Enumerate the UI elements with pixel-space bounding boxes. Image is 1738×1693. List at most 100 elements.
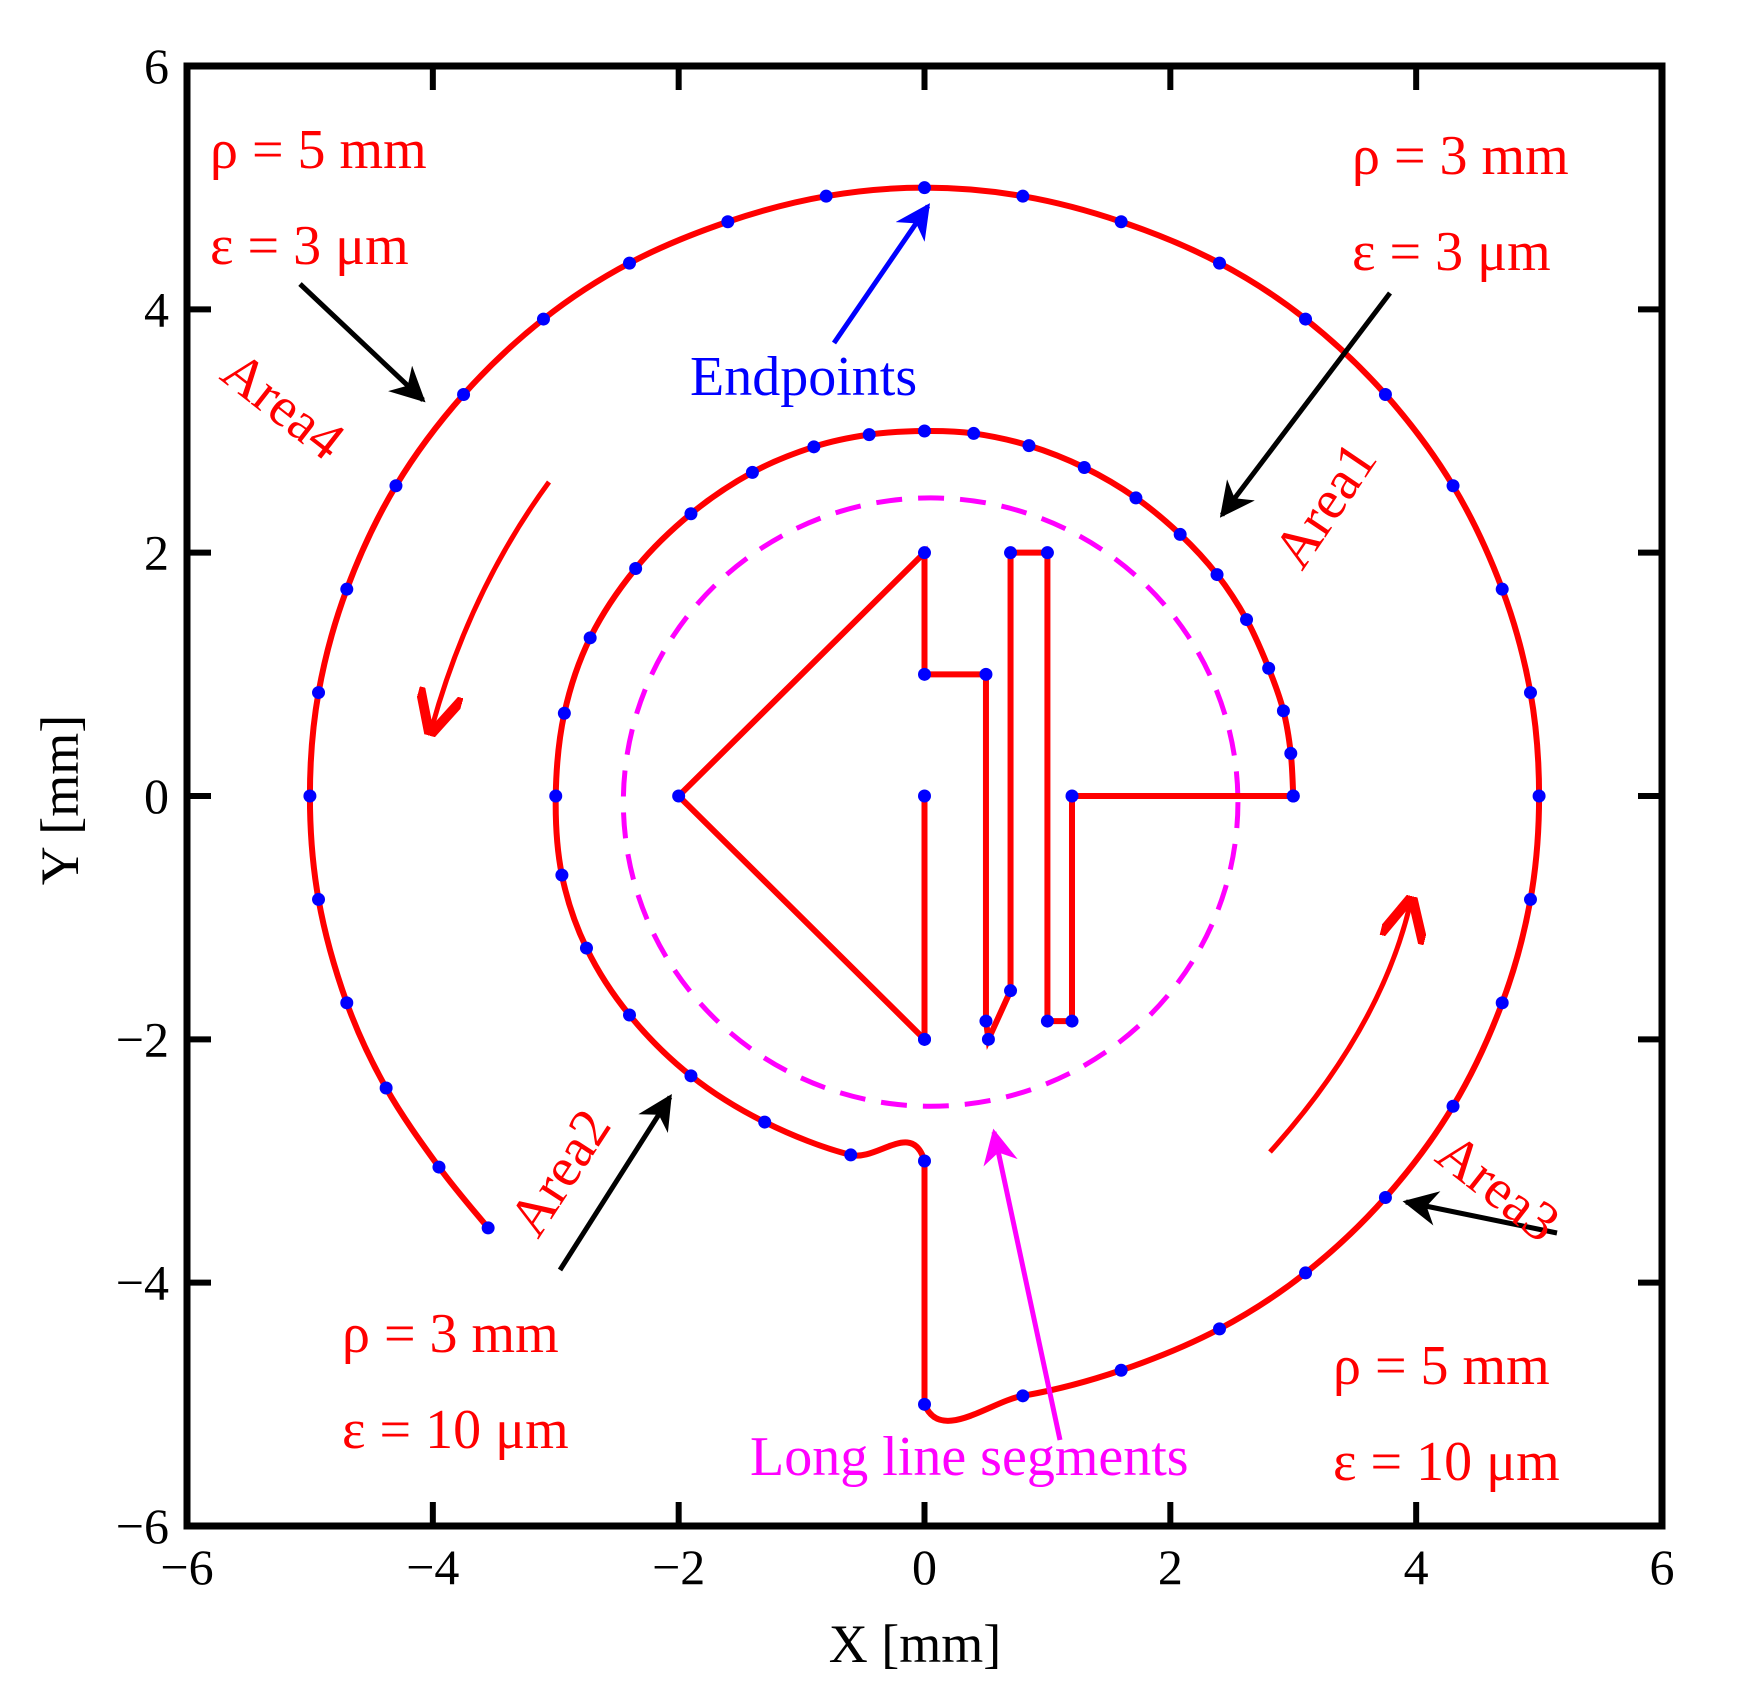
- area4-pointer-arrow: [298, 282, 426, 403]
- endpoint-marker: [1284, 746, 1298, 760]
- x-tick-label: 0: [912, 1539, 937, 1595]
- endpoint-marker: [981, 1032, 995, 1046]
- long-segments-label: Long line segments: [750, 1426, 1189, 1488]
- endpoint-marker: [432, 1160, 446, 1174]
- endpoint-marker: [672, 789, 686, 803]
- area1-label: Area1: [1261, 431, 1389, 579]
- endpoint-marker: [583, 631, 597, 645]
- area1-rho-label: ρ = 3 mm: [1352, 125, 1569, 187]
- endpoint-marker: [1299, 312, 1313, 326]
- endpoint-marker: [819, 189, 833, 203]
- long-segments-circle: [620, 495, 1241, 1109]
- endpoint-marker: [1065, 789, 1079, 803]
- endpoint-marker: [1262, 661, 1276, 675]
- endpoint-marker: [1004, 546, 1018, 560]
- endpoints-pointer-arrow: [831, 203, 931, 345]
- y-tick-label: 6: [144, 38, 169, 94]
- endpoint-marker: [1495, 582, 1509, 596]
- area3-pointer-arrow: [1402, 1191, 1558, 1236]
- endpoint-marker: [979, 1014, 993, 1028]
- endpoint-marker: [758, 1115, 772, 1129]
- endpoint-marker: [1213, 1322, 1226, 1336]
- endpoint-marker: [684, 507, 698, 521]
- endpoint-marker: [481, 1221, 495, 1235]
- endpoint-marker: [549, 789, 563, 803]
- endpoint-marker: [918, 1032, 931, 1046]
- endpoint-marker: [1114, 215, 1128, 229]
- area4-eps-label: ε = 3 μm: [210, 215, 409, 277]
- y-tick-label: 2: [144, 525, 169, 581]
- x-tick-label: −6: [160, 1539, 213, 1595]
- x-axis-label: X [mm]: [829, 1614, 1001, 1674]
- long-segments-pointer-arrow: [983, 1128, 1063, 1441]
- endpoint-marker: [623, 256, 636, 270]
- area3-eps-label: ε = 10 μm: [1333, 1431, 1560, 1493]
- endpoint-marker: [623, 1008, 636, 1022]
- endpoint-marker: [1173, 527, 1187, 541]
- endpoint-marker: [379, 1081, 393, 1095]
- area4-label: Area4: [210, 339, 356, 472]
- endpoint-marker: [745, 465, 759, 479]
- endpoint-marker: [1210, 568, 1224, 582]
- endpoint-marker: [1286, 789, 1300, 803]
- endpoint-marker: [312, 892, 326, 906]
- endpoint-marker: [862, 428, 876, 442]
- endpoint-marker: [1077, 461, 1091, 474]
- endpoint-marker: [1065, 1014, 1079, 1028]
- endpoint-marker: [1004, 984, 1018, 998]
- endpoint-marker: [1040, 546, 1054, 560]
- endpoint-marker: [918, 1397, 931, 1411]
- endpoint-marker: [1276, 704, 1290, 718]
- endpoint-marker: [1378, 388, 1392, 401]
- endpoint-marker: [457, 388, 471, 401]
- endpoint-marker: [340, 996, 354, 1010]
- y-tick-label: 0: [144, 768, 169, 824]
- endpoint-marker: [1240, 613, 1254, 627]
- endpoint-marker: [1446, 479, 1460, 493]
- endpoint-marker: [340, 582, 354, 596]
- endpoint-marker: [1532, 789, 1546, 803]
- endpoint-marker: [918, 1154, 931, 1168]
- endpoint-marker: [918, 181, 931, 195]
- y-tick-label: −2: [116, 1011, 169, 1067]
- y-tick-label: −6: [116, 1498, 169, 1554]
- endpoint-marker: [1446, 1099, 1460, 1113]
- direction-arrow-right: [1268, 905, 1410, 1154]
- direction-arrow-left: [432, 480, 552, 727]
- endpoint-marker: [807, 440, 821, 454]
- area4-rho-label: ρ = 5 mm: [210, 119, 427, 181]
- endpoint-marker: [918, 789, 931, 803]
- endpoint-marker: [1378, 1191, 1392, 1204]
- endpoint-marker: [1114, 1363, 1128, 1377]
- endpoint-marker: [579, 941, 593, 955]
- area3-label: Area3: [1425, 1121, 1571, 1254]
- area2-eps-label: ε = 10 μm: [342, 1399, 569, 1461]
- endpoint-marker: [1523, 686, 1537, 700]
- endpoint-marker: [389, 479, 403, 493]
- endpoint-marker: [312, 686, 326, 700]
- x-tick-label: −2: [652, 1539, 705, 1595]
- x-tick-label: 6: [1650, 1539, 1675, 1595]
- area1-eps-label: ε = 3 μm: [1352, 221, 1551, 283]
- x-tick-label: −4: [406, 1539, 459, 1595]
- endpoint-marker: [1022, 439, 1036, 453]
- endpoint-marker: [979, 667, 993, 681]
- endpoint-marker: [1495, 996, 1509, 1010]
- area2-pointer-arrow: [557, 1094, 673, 1272]
- endpoint-marker: [967, 426, 981, 440]
- endpoints-label: Endpoints: [690, 346, 917, 408]
- y-axis-label: Y [mm]: [30, 715, 90, 885]
- endpoint-marker: [721, 215, 735, 229]
- x-tick-label: 4: [1404, 1539, 1429, 1595]
- endpoint-marker: [844, 1148, 858, 1162]
- inner-tool-path: [674, 545, 1294, 1051]
- endpoint-marker: [1040, 1014, 1054, 1028]
- endpoint-marker: [1129, 491, 1143, 505]
- x-tick-label: 2: [1158, 1539, 1183, 1595]
- area3-rho-label: ρ = 5 mm: [1333, 1335, 1550, 1397]
- endpoint-marker: [629, 561, 643, 575]
- endpoint-marker: [918, 667, 931, 681]
- endpoint-marker: [1016, 1389, 1030, 1403]
- y-tick-label: 4: [144, 281, 169, 337]
